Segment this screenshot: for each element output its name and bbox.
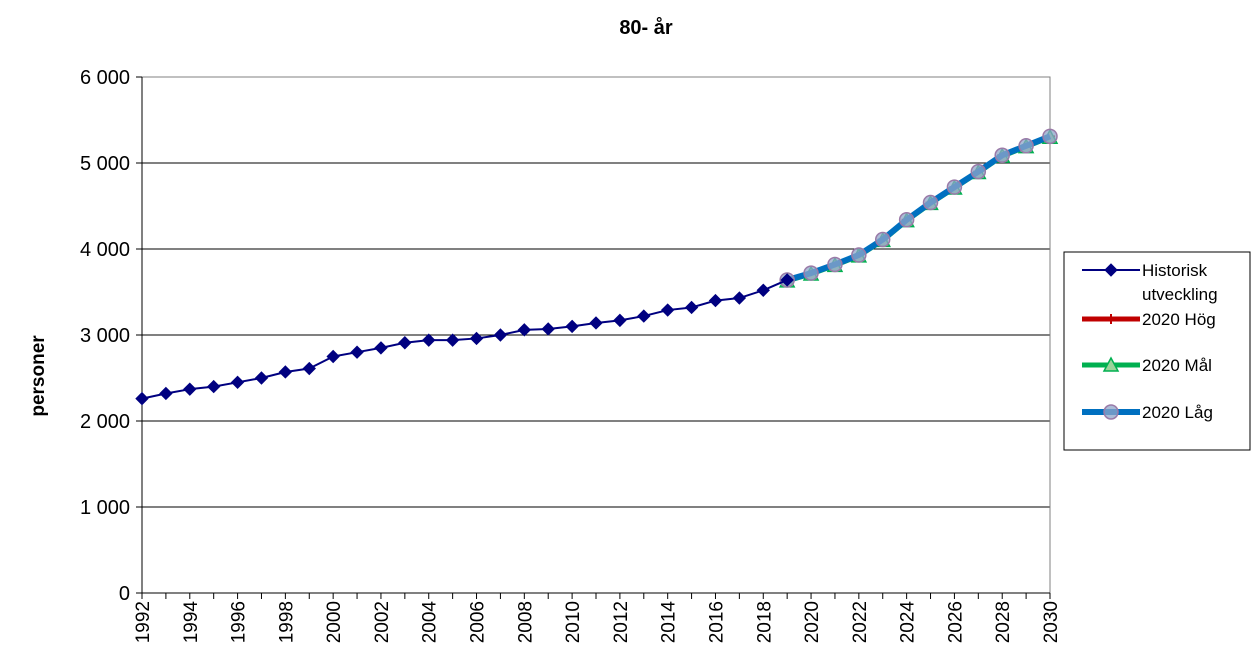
legend-item: 2020 Mål xyxy=(1082,356,1212,375)
x-tick-label: 1998 xyxy=(276,601,297,643)
data-point xyxy=(350,345,364,359)
legend: Historisk utveckling 2020 Hög 2020 Mål 2020 … xyxy=(1063,251,1251,451)
x-tick-label: 2006 xyxy=(468,601,489,643)
y-tick-label: 2 000 xyxy=(80,411,130,433)
data-point xyxy=(230,375,245,390)
data-point xyxy=(445,333,460,347)
data-point xyxy=(803,265,819,281)
data-point xyxy=(469,331,484,346)
data-point xyxy=(159,386,173,401)
data-point xyxy=(922,194,939,211)
x-tick-label: 1994 xyxy=(181,601,202,644)
data-point xyxy=(994,147,1010,164)
legend-item: 2020 Hög xyxy=(1082,310,1216,329)
data-point xyxy=(302,361,316,376)
x-tick-label: 2010 xyxy=(563,601,584,643)
legend-item: 2020 Låg xyxy=(1082,403,1213,422)
legend-label: utveckling xyxy=(1142,285,1218,304)
data-point xyxy=(637,309,651,323)
legend-box xyxy=(1063,251,1251,451)
data-point xyxy=(326,349,340,364)
data-point xyxy=(1018,138,1034,154)
data-point xyxy=(135,391,149,406)
x-tick-label: 1992 xyxy=(133,601,154,643)
data-point xyxy=(254,371,269,385)
series-line xyxy=(141,279,788,400)
axes xyxy=(136,76,1051,599)
series-0 xyxy=(135,273,794,406)
data-point xyxy=(183,382,197,396)
data-point xyxy=(827,256,843,273)
series-layer xyxy=(135,128,1059,406)
y-tick-labels: 0 1 000 2 000 3 000 4 000 5 000 6 000 xyxy=(80,67,130,605)
data-point xyxy=(422,333,436,347)
x-tick-label: 2012 xyxy=(611,601,632,643)
x-tick-label: 2024 xyxy=(898,601,919,644)
data-point xyxy=(684,300,699,315)
legend-label: Historisk xyxy=(1142,261,1208,280)
data-point xyxy=(1042,128,1058,145)
data-point xyxy=(278,365,293,379)
data-point xyxy=(613,313,627,328)
data-point xyxy=(517,323,532,337)
gridlines xyxy=(142,162,1050,508)
x-tick-label: 2028 xyxy=(993,601,1014,643)
x-tick-label: 2030 xyxy=(1041,601,1062,643)
x-tick-label: 2008 xyxy=(515,601,536,643)
x-tick-label: 2002 xyxy=(372,601,393,643)
data-point xyxy=(732,291,747,305)
x-tick-label: 1996 xyxy=(229,601,250,643)
y-tick-label: 0 xyxy=(119,583,130,605)
data-point xyxy=(589,316,603,330)
data-point xyxy=(398,336,412,350)
y-axis-label: personer xyxy=(28,335,49,417)
x-tick-label: 2016 xyxy=(706,601,727,643)
data-point xyxy=(374,341,388,355)
y-tick-label: 4 000 xyxy=(80,239,130,261)
legend-label: 2020 Mål xyxy=(1142,356,1212,375)
data-point xyxy=(756,283,770,297)
data-point xyxy=(565,319,579,334)
x-tick-label: 2014 xyxy=(659,601,680,644)
data-point xyxy=(874,231,891,248)
data-point xyxy=(1106,314,1116,324)
data-point xyxy=(780,273,794,287)
data-point xyxy=(660,303,675,317)
legend-label: 2020 Hög xyxy=(1142,310,1216,329)
data-point xyxy=(970,163,987,180)
data-point xyxy=(946,179,963,195)
legend-label: 2020 Låg xyxy=(1142,403,1213,422)
data-point xyxy=(1104,263,1118,277)
x-tick-label: 2004 xyxy=(420,601,441,644)
chart-title: 80- år xyxy=(619,16,673,39)
x-tick-label: 2020 xyxy=(802,601,823,643)
data-point xyxy=(493,328,508,342)
x-tick-labels: 1992 1994 1996 1998 2000 2002 2004 2006 2008 2010… xyxy=(133,601,1062,644)
data-point xyxy=(206,379,221,394)
data-point xyxy=(1102,356,1120,372)
x-tick-label: 2000 xyxy=(324,601,345,643)
data-point xyxy=(851,247,867,263)
y-tick-label: 1 000 xyxy=(80,497,130,519)
series-line xyxy=(786,133,1052,283)
data-point xyxy=(708,293,723,308)
x-tick-label: 2026 xyxy=(945,601,966,643)
x-tick-label: 2018 xyxy=(754,601,775,643)
data-point xyxy=(1103,404,1119,420)
series-3 xyxy=(779,128,1058,288)
data-point xyxy=(541,322,555,336)
x-tick-label: 2022 xyxy=(850,601,871,643)
y-tick-label: 5 000 xyxy=(80,153,130,175)
legend-item: Historisk utveckling xyxy=(1082,261,1218,304)
data-point xyxy=(898,212,915,228)
y-tick-label: 6 000 xyxy=(80,67,130,89)
y-tick-label: 3 000 xyxy=(80,325,130,347)
